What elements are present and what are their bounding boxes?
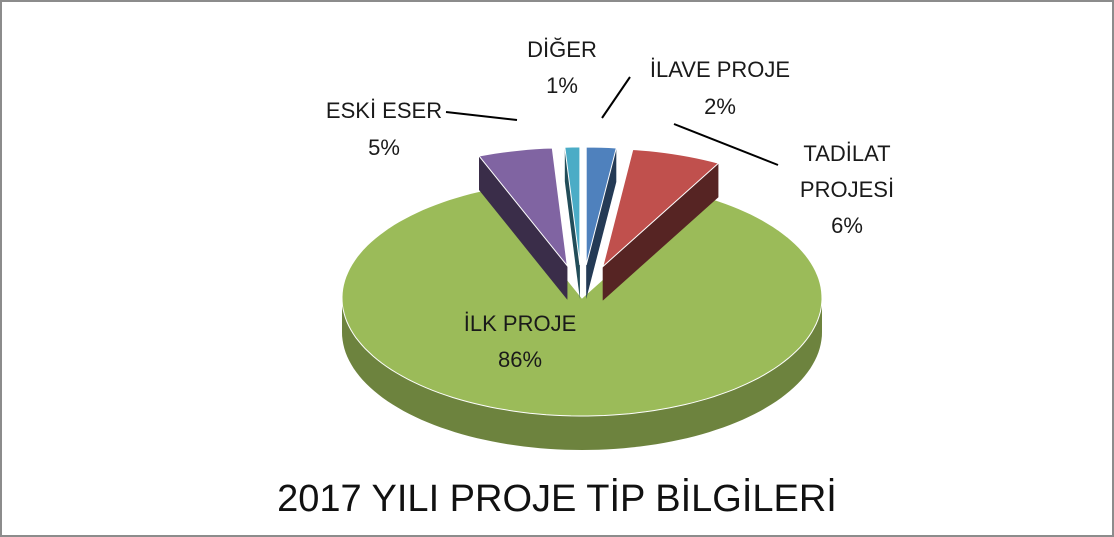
slice-wall bbox=[342, 298, 822, 450]
slice-value-label: 1% bbox=[546, 73, 578, 98]
leader-line bbox=[445, 111, 518, 121]
slice-side bbox=[564, 147, 580, 299]
leader-line bbox=[601, 76, 631, 119]
leader-line bbox=[673, 123, 779, 166]
slice-value-label: 86% bbox=[497, 347, 543, 372]
slice-side bbox=[602, 163, 719, 301]
slice-label: TADİLAT PROJESİ bbox=[799, 141, 895, 202]
slice-side bbox=[586, 148, 617, 299]
slice-value-label: 5% bbox=[368, 135, 400, 160]
slice bbox=[478, 147, 569, 268]
slice-value-label: 2% bbox=[704, 94, 736, 119]
slice-label: ESKİ ESER bbox=[325, 98, 443, 123]
slice bbox=[601, 148, 720, 269]
slice-label: DİĞER bbox=[527, 37, 597, 62]
slice bbox=[341, 187, 823, 417]
slice bbox=[564, 146, 581, 266]
slice-label: İLAVE PROJE bbox=[649, 57, 791, 82]
chart-title: 2017 YILI PROJE TİP BİLGİLERİ bbox=[277, 478, 837, 520]
slice-label: İLK PROJE bbox=[463, 311, 577, 336]
slice-value-label: 6% bbox=[831, 213, 863, 238]
slice-side bbox=[479, 156, 568, 300]
slice bbox=[585, 146, 617, 266]
